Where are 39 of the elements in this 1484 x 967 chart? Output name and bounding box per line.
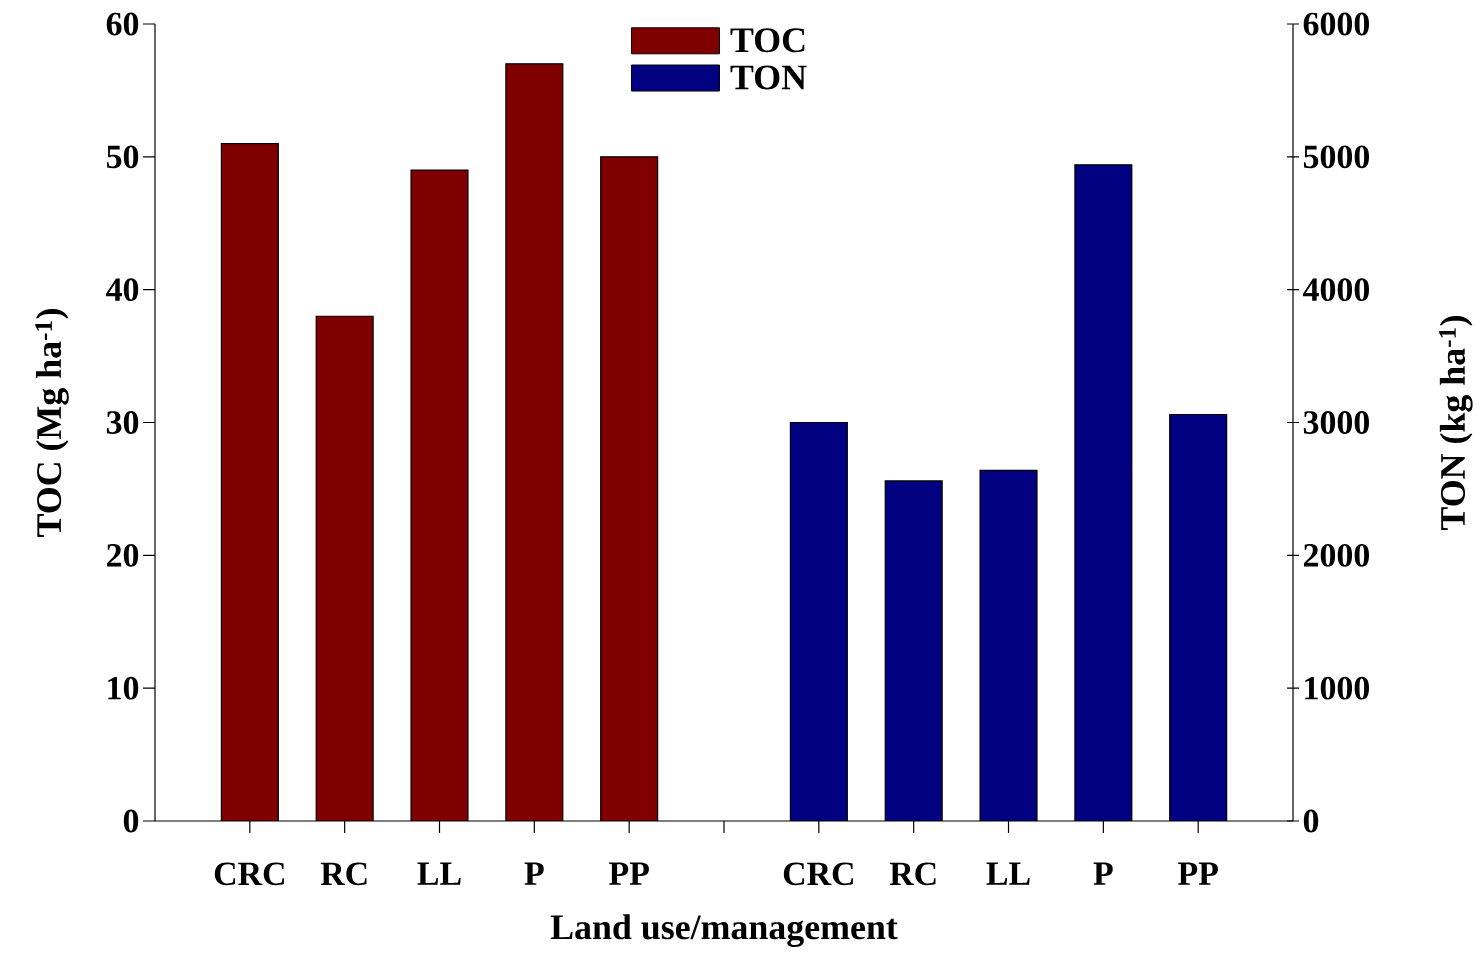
y-tick-label: 40 (106, 278, 139, 302)
y2-axis-title: TON (kg ha$^{-1}$) (1439, 316, 1473, 530)
y2-tick-label: 0 (1303, 809, 1319, 833)
y-tick-label: 50 (106, 145, 139, 169)
y2-tick-label: 4000 (1303, 278, 1369, 302)
y-tick-label: 10 (108, 676, 139, 700)
y2-tick-label: 6000 (1303, 12, 1369, 36)
x-tick-label: CRC (214, 862, 284, 886)
y2-tick-label: 3000 (1303, 411, 1369, 434)
x-tick-label: P (1093, 862, 1113, 885)
x-tick-label: CRC (783, 862, 853, 886)
y2-tick-label: 2000 (1303, 543, 1369, 567)
x-tick-label: LL (417, 862, 461, 885)
bar (1169, 413, 1228, 821)
x-tick-label: PP (609, 862, 649, 885)
x-tick-label: LL (986, 862, 1030, 885)
y-tick-label: 0 (123, 809, 139, 833)
bar (505, 63, 563, 821)
x-tick-label: P (524, 862, 544, 885)
bar (790, 422, 848, 821)
y-tick-label: 20 (107, 543, 139, 567)
bar (980, 470, 1037, 821)
y-axis-title: TOC (Mg ha$^{-1}$) (35, 309, 69, 537)
bar (316, 316, 374, 821)
y2-tick-label: 5000 (1303, 145, 1369, 169)
bar (1074, 164, 1132, 821)
x-tick-label: RC (889, 862, 936, 886)
legend-label: TOC (730, 28, 805, 53)
x-axis-title: Land use/management (550, 914, 898, 947)
bar (885, 480, 943, 821)
x-tick-label: RC (320, 862, 367, 886)
bar (411, 170, 468, 821)
bar (600, 156, 659, 821)
y2-tick-label: 1000 (1305, 676, 1369, 700)
y-tick-label: 60 (106, 12, 139, 36)
legend-label: TON (730, 65, 807, 90)
x-tick-label: PP (1178, 862, 1218, 885)
y-tick-label: 30 (106, 411, 139, 434)
bar (221, 143, 279, 821)
